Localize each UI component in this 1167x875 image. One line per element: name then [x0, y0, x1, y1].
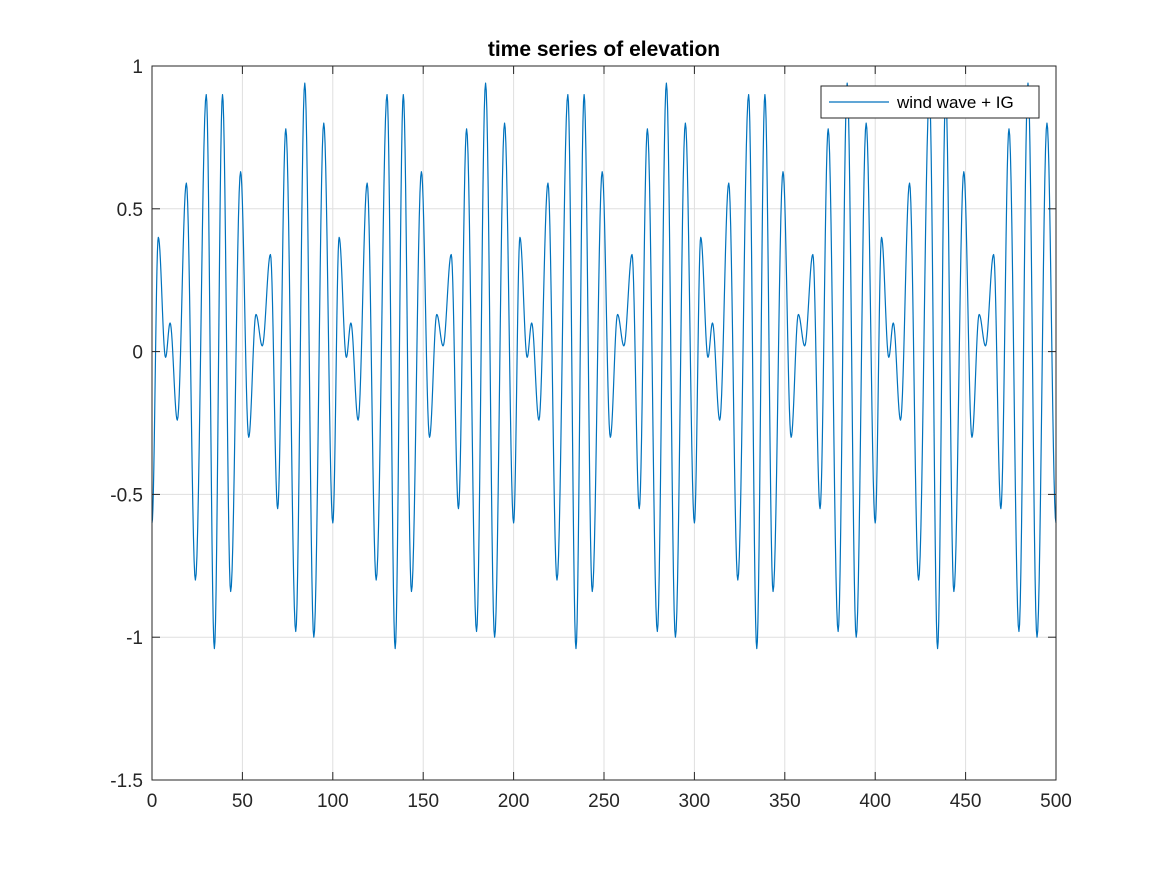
x-tick-label: 100 [317, 791, 349, 812]
x-tick-label: 150 [407, 791, 439, 812]
x-tick-label: 200 [498, 791, 530, 812]
x-tick-label: 250 [588, 791, 620, 812]
x-tick-label: 450 [950, 791, 982, 812]
y-tick-label: 0.5 [117, 200, 143, 221]
x-tick-label: 50 [232, 791, 253, 812]
x-tick-label: 350 [769, 791, 801, 812]
tick-marks [151, 65, 1057, 781]
series-line [151, 82, 1057, 650]
x-tick-labels: 0 50 100 150 200 250 300 350 400 450 500 [147, 791, 1072, 812]
x-tick-label: 0 [147, 791, 158, 812]
x-tick-label: 500 [1040, 791, 1072, 812]
legend-entry-label: wind wave + IG [896, 93, 1014, 112]
y-tick-label: -1.5 [110, 771, 143, 792]
x-tick-label: 300 [679, 791, 711, 812]
chart-title: time series of elevation [488, 38, 720, 61]
y-tick-label: -0.5 [110, 485, 143, 506]
y-tick-labels: 1 0.5 0 -0.5 -1 -1.5 [110, 57, 143, 792]
y-tick-label: 1 [132, 57, 143, 78]
legend: wind wave + IG [820, 85, 1040, 119]
series-layer [151, 82, 1057, 650]
x-tick-label: 400 [859, 791, 891, 812]
y-tick-label: 0 [132, 343, 143, 364]
y-tick-label: -1 [126, 628, 143, 649]
